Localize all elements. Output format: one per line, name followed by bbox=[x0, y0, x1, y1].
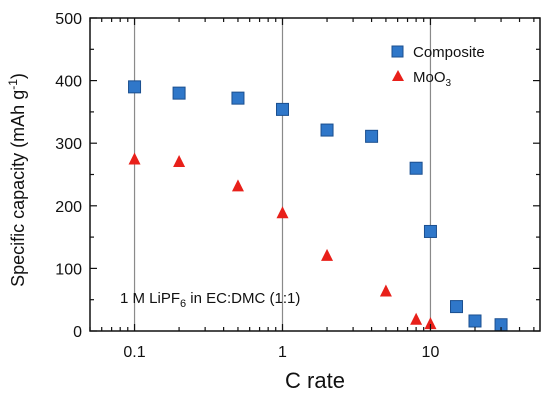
vertical-reference-lines bbox=[133, 18, 432, 331]
moo3-point-3 bbox=[276, 206, 289, 219]
x-tick-label-0_1: 0.1 bbox=[123, 344, 145, 361]
legend-label-composite: Composite bbox=[413, 44, 485, 61]
legend-label-moo3: MoO3 bbox=[413, 69, 452, 89]
data-markers bbox=[128, 80, 508, 332]
composite-point-4 bbox=[320, 123, 334, 137]
series-composite bbox=[128, 80, 508, 332]
y-tick-label-400: 400 bbox=[55, 74, 82, 91]
legend: Composite MoO3 bbox=[391, 44, 485, 89]
moo3-point-6 bbox=[410, 312, 423, 325]
composite-point-9 bbox=[468, 314, 482, 328]
composite-point-1 bbox=[172, 86, 186, 100]
annotation-prefix: 1 M LiPF bbox=[120, 290, 180, 307]
axis-ticks: 0 100 200 300 400 500 0.1 1 10 bbox=[55, 11, 540, 361]
moo3-point-7 bbox=[424, 317, 437, 330]
x-tick-label-10: 10 bbox=[422, 344, 440, 361]
composite-point-0 bbox=[128, 80, 142, 94]
composite-point-8 bbox=[450, 300, 464, 314]
composite-point-3 bbox=[275, 102, 289, 116]
y-axis-title-superscript: -1 bbox=[6, 79, 20, 90]
y-tick-label-100: 100 bbox=[55, 261, 82, 278]
composite-point-5 bbox=[365, 129, 379, 143]
legend-marker-moo3 bbox=[392, 70, 404, 81]
x-axis-title: C rate bbox=[285, 368, 345, 393]
y-tick-label-0: 0 bbox=[73, 324, 82, 341]
moo3-point-2 bbox=[231, 179, 244, 192]
annotation-subscript: 6 bbox=[180, 298, 186, 310]
y-axis-title: Specific capacity (mAh g-1) bbox=[6, 73, 28, 287]
moo3-point-1 bbox=[173, 154, 186, 167]
y-tick-label-500: 500 bbox=[55, 11, 82, 28]
composite-point-2 bbox=[231, 91, 245, 105]
plot-frame bbox=[89, 17, 541, 332]
annotation-suffix: in EC:DMC (1:1) bbox=[186, 290, 300, 307]
moo3-point-0 bbox=[128, 152, 141, 165]
series-moo3 bbox=[128, 152, 437, 330]
y-tick-label-300: 300 bbox=[55, 136, 82, 153]
legend-label-moo3-sub: 3 bbox=[446, 78, 452, 89]
x-tick-label-1: 1 bbox=[278, 344, 287, 361]
y-axis-title-end: ) bbox=[8, 73, 28, 79]
legend-label-moo3-main: MoO bbox=[413, 69, 446, 86]
legend-marker-composite bbox=[391, 45, 404, 58]
composite-point-6 bbox=[409, 161, 423, 175]
electrolyte-annotation: 1 M LiPF6 in EC:DMC (1:1) bbox=[120, 290, 300, 310]
y-tick-label-200: 200 bbox=[55, 199, 82, 216]
moo3-point-5 bbox=[379, 284, 392, 297]
composite-point-7 bbox=[423, 224, 437, 238]
moo3-point-4 bbox=[321, 248, 334, 261]
y-axis-title-main: Specific capacity (mAh g bbox=[8, 90, 28, 287]
